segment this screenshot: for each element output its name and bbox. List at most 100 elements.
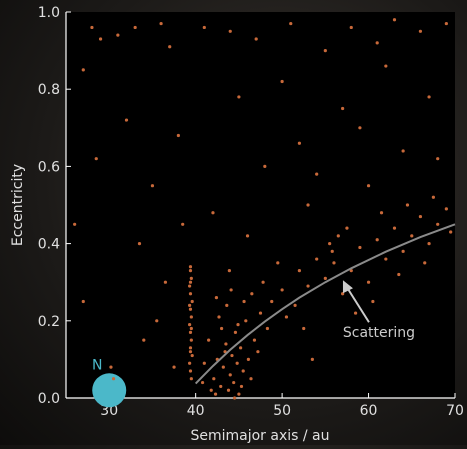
- point: [445, 22, 448, 25]
- point: [190, 327, 193, 330]
- point: [376, 238, 379, 241]
- point: [419, 215, 422, 218]
- point: [358, 126, 361, 129]
- point: [332, 261, 335, 264]
- point: [99, 37, 102, 40]
- annotation: Scattering: [343, 325, 415, 341]
- point: [215, 296, 218, 299]
- y-tick-label: 1.0: [38, 5, 60, 21]
- point: [214, 393, 217, 396]
- point: [266, 327, 269, 330]
- point: [240, 385, 243, 388]
- point: [230, 288, 233, 291]
- point: [298, 269, 301, 272]
- point: [181, 223, 184, 226]
- point: [331, 250, 334, 253]
- point: [427, 242, 430, 245]
- point: [289, 22, 292, 25]
- point: [234, 331, 237, 334]
- point: [125, 118, 128, 121]
- point: [95, 157, 98, 160]
- point: [188, 284, 191, 287]
- point: [367, 281, 370, 284]
- point: [82, 68, 85, 71]
- point: [247, 358, 250, 361]
- point: [177, 134, 180, 137]
- point: [188, 323, 191, 326]
- point: [285, 315, 288, 318]
- point: [217, 315, 220, 318]
- point: [164, 281, 167, 284]
- point: [371, 300, 374, 303]
- point: [306, 203, 309, 206]
- point: [423, 261, 426, 264]
- point: [236, 323, 239, 326]
- point: [298, 142, 301, 145]
- point: [190, 339, 193, 342]
- point: [203, 362, 206, 365]
- point: [345, 227, 348, 230]
- point: [449, 230, 452, 233]
- point: [191, 300, 194, 303]
- x-tick-label: 50: [273, 403, 291, 419]
- point: [189, 281, 192, 284]
- point: [189, 346, 192, 349]
- point: [236, 362, 239, 365]
- point: [402, 149, 405, 152]
- point: [225, 304, 228, 307]
- point: [244, 319, 247, 322]
- point: [207, 339, 210, 342]
- point: [393, 227, 396, 230]
- point: [341, 107, 344, 110]
- point: [393, 18, 396, 21]
- y-tick-label: 0.8: [38, 82, 60, 98]
- point: [259, 311, 262, 314]
- point: [419, 30, 422, 33]
- point: [237, 393, 240, 396]
- y-tick-label: 0.6: [38, 159, 60, 175]
- point: [261, 281, 264, 284]
- chart: Semimajor axis / au Eccentricity 0.00.20…: [0, 0, 467, 445]
- point: [189, 265, 192, 268]
- point: [228, 269, 231, 272]
- planet-label: N: [92, 357, 102, 373]
- y-axis-label: Eccentricity: [10, 164, 26, 246]
- point: [250, 292, 253, 295]
- point: [189, 308, 192, 311]
- point: [402, 250, 405, 253]
- point: [246, 234, 249, 237]
- point: [190, 377, 193, 380]
- point: [112, 377, 115, 380]
- point: [337, 234, 340, 237]
- point: [219, 385, 222, 388]
- point: [189, 350, 192, 353]
- point: [222, 366, 225, 369]
- point: [256, 350, 259, 353]
- point: [211, 211, 214, 214]
- x-tick-label: 70: [446, 403, 464, 419]
- point: [249, 377, 252, 380]
- point: [367, 184, 370, 187]
- planet: [92, 373, 126, 407]
- point: [354, 311, 357, 314]
- point: [189, 269, 192, 272]
- point: [109, 366, 112, 369]
- point: [229, 373, 232, 376]
- point: [230, 354, 233, 357]
- point: [229, 30, 232, 33]
- point: [233, 396, 236, 399]
- point: [376, 41, 379, 44]
- point: [142, 339, 145, 342]
- point: [189, 331, 192, 334]
- point: [253, 339, 256, 342]
- point: [224, 342, 227, 345]
- point: [410, 234, 413, 237]
- point: [73, 223, 76, 226]
- point: [315, 173, 318, 176]
- point: [189, 292, 192, 295]
- point: [270, 300, 273, 303]
- point: [82, 300, 85, 303]
- page: Semimajor axis / au Eccentricity 0.00.20…: [0, 0, 467, 445]
- point: [90, 26, 93, 29]
- point: [203, 26, 206, 29]
